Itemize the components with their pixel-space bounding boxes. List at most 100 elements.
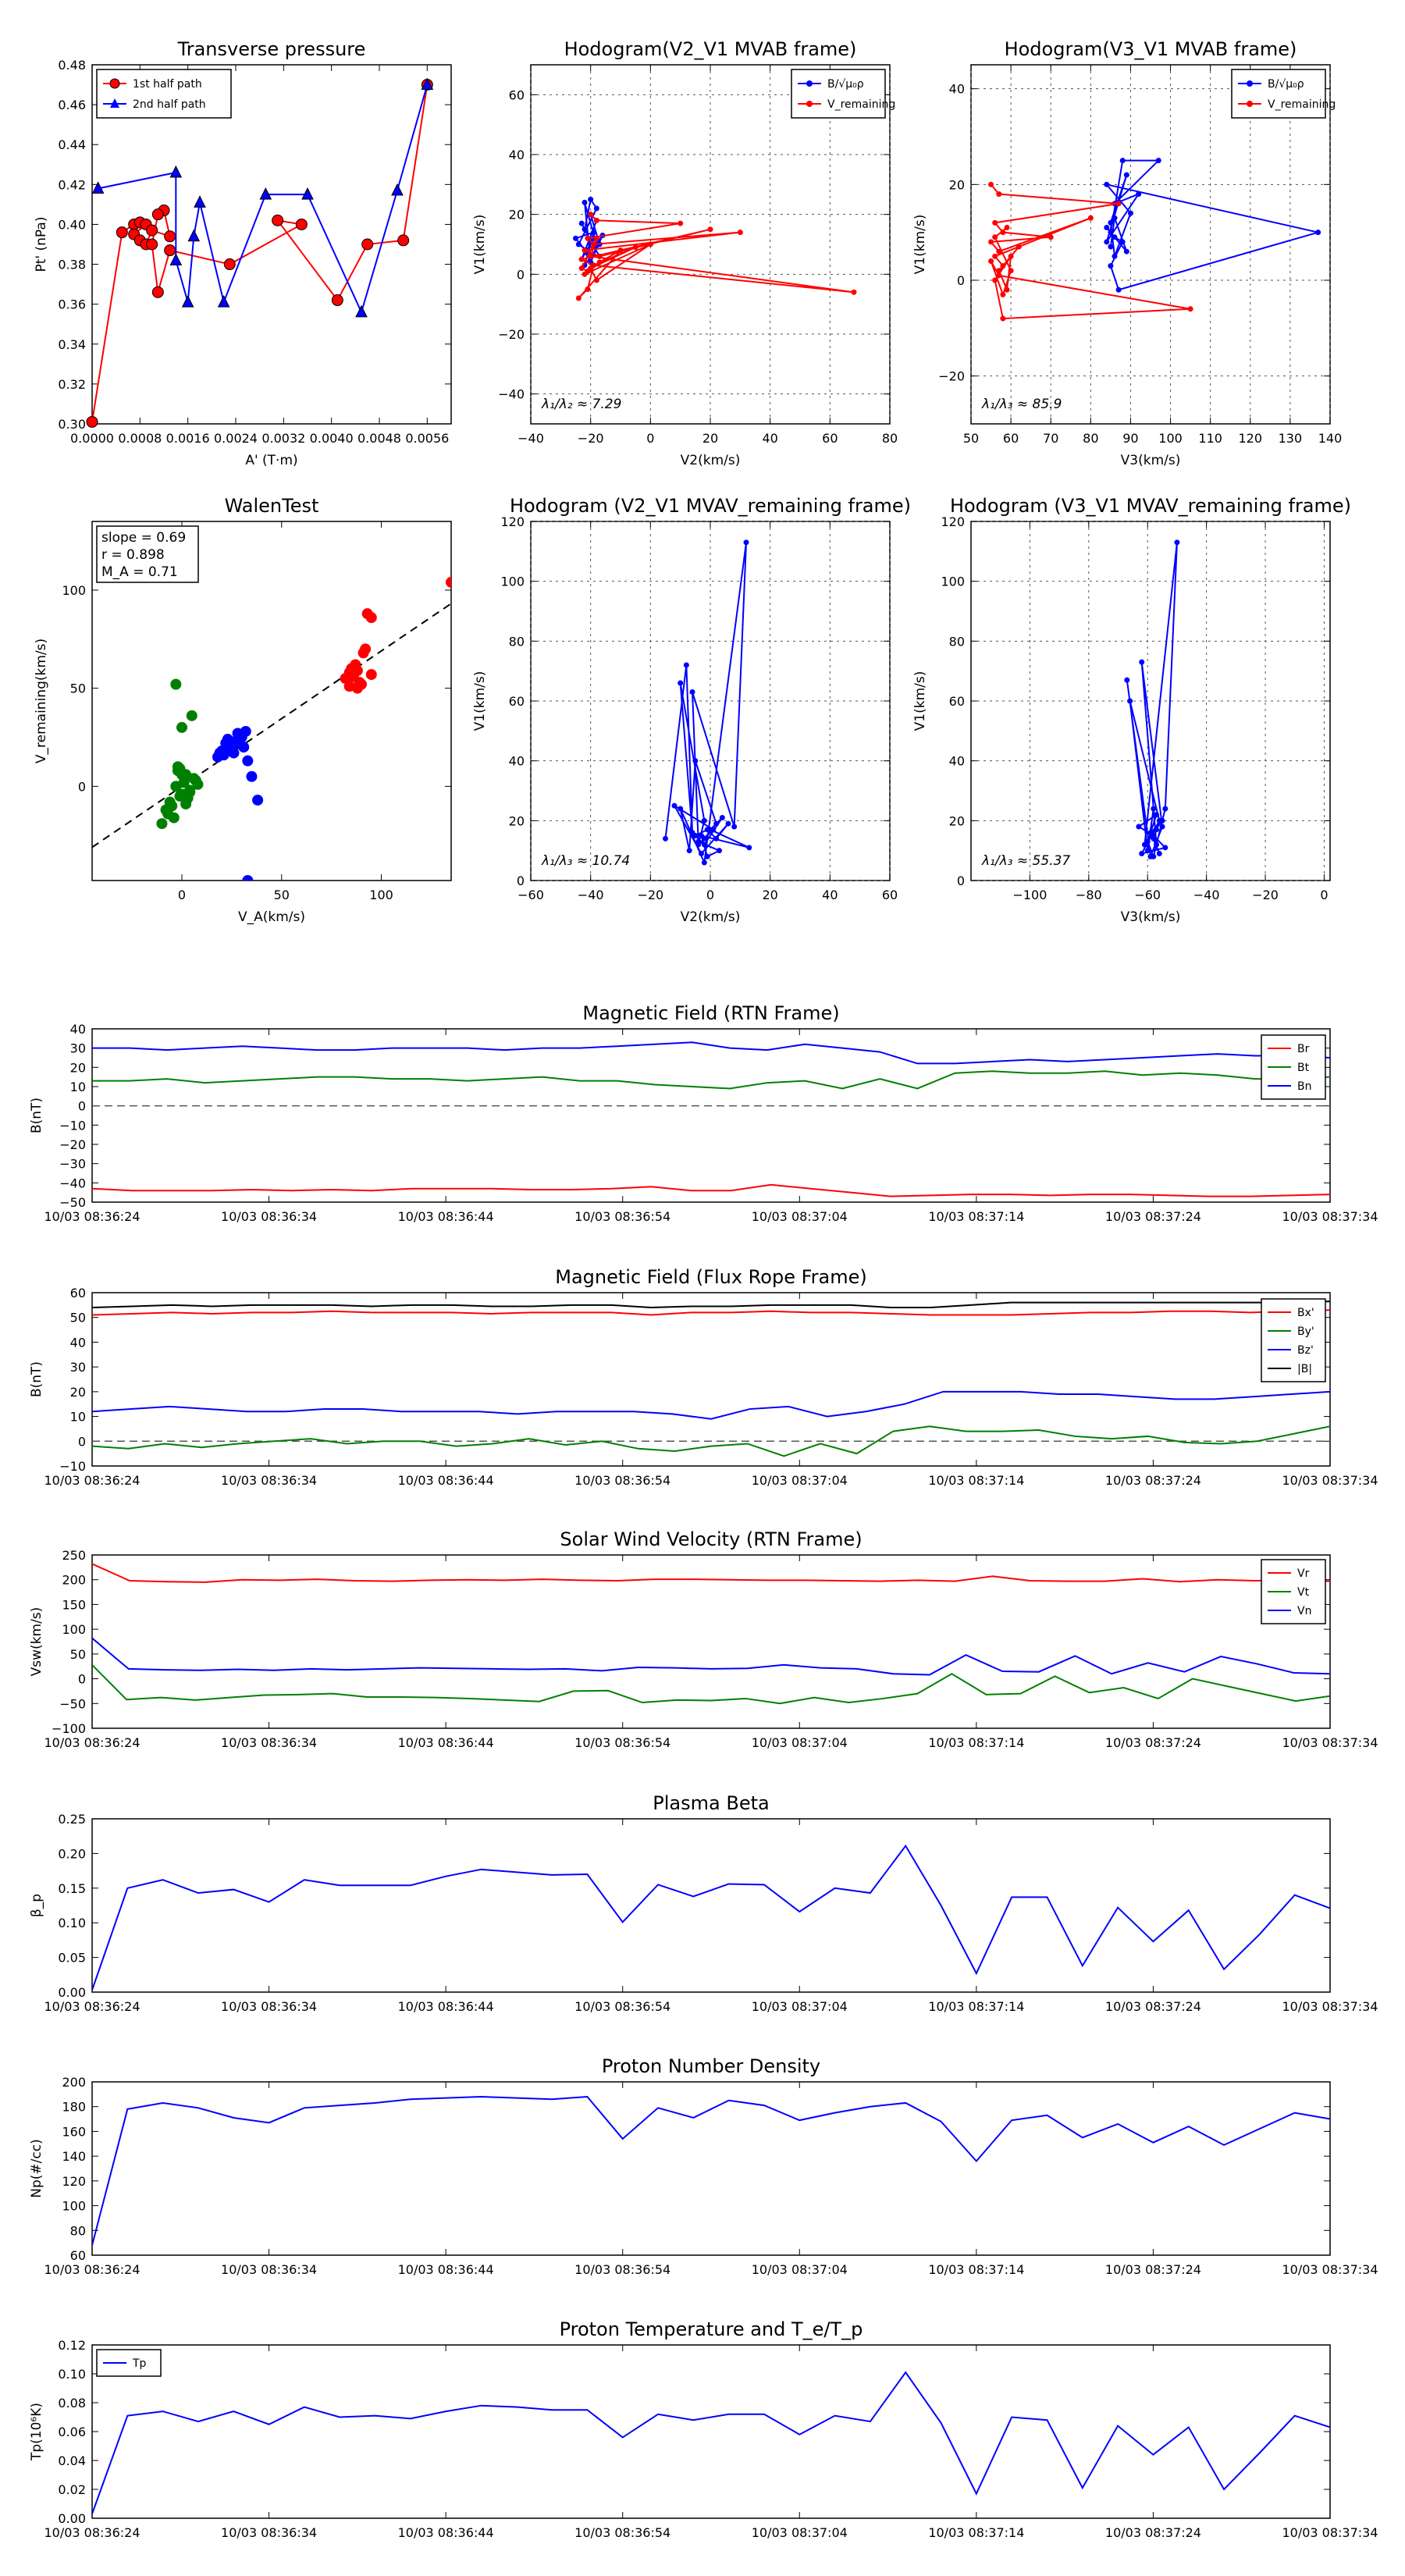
hodo_v2v1_mvab-point [593,235,599,241]
np-xtick-label: 10/03 08:36:44 [398,2262,494,2277]
beta-title: Plasma Beta [653,1792,769,1814]
walen-point [354,677,365,688]
hodo_v3v1_mvab-legend-marker [1247,101,1253,107]
hodo_v2v1_mvav-ytick-label: 120 [500,514,525,529]
tp-ytick-label: 0.04 [58,2453,86,2468]
hodo_v3v1_mvab-point [996,248,1002,254]
vsw_rtn-legend-label: Vt [1297,1586,1310,1599]
hodo_v3v1_mvav-point [1124,677,1130,683]
np-ytick-label: 80 [70,2223,86,2238]
hodo_v3v1_mvab-point [1108,263,1114,269]
mag_rtn-xtick-label: 10/03 08:36:54 [574,1209,670,1224]
pt_vs_a-point [301,187,314,200]
hodo_v3v1_mvav-ytick-label: 100 [941,575,965,589]
hodo_v2v1_mvab-point [591,262,596,269]
hodo_v2v1_mvab-ylabel: V1(km/s) [472,215,488,275]
walen-point [162,808,174,820]
hodo_v2v1_mvab-point [575,295,582,301]
pt_vs_a-ytick-label: 0.42 [58,177,86,192]
hodo_v3v1_mvab-point [1155,158,1161,164]
mag_rtn-series-Br-line [92,1183,1330,1197]
pt_vs_a-ytick-label: 0.30 [58,417,86,432]
pt_vs_a-point [181,294,194,308]
hodo_v2v1_mvab-xtick-label: 0 [646,431,654,446]
walen-stat: M_A = 0.71 [101,564,178,580]
hodo_v3v1_mvav-xtick-label: −40 [1193,888,1220,902]
pt_vs_a-point [169,165,183,178]
beta-ytick-label: 0.25 [58,1812,86,1827]
vsw_rtn-series-Vt-line [92,1664,1330,1705]
pt_vs_a-point [217,294,230,308]
walen-stat: slope = 0.69 [101,530,186,546]
vsw_rtn-xtick-label: 10/03 08:37:04 [752,1735,848,1750]
hodo_v2v1_mvab-point [593,205,599,212]
pt_vs_a-ylabel: Pt' (nPa) [34,217,49,272]
beta-ytick-label: 0.15 [58,1881,86,1896]
hodo_v2v1_mvab-xtick-label: 80 [882,431,898,446]
hodo_v2v1_mvab-ytick-label: −20 [498,327,525,342]
pt_vs_a-xtick-label: 0.0032 [261,431,305,446]
hodo_v3v1_mvav-xtick-label: −100 [1012,888,1047,902]
pt_vs_a-point [116,226,128,239]
hodo_v3v1_mvab-point [992,219,998,226]
np-xtick-label: 10/03 08:36:24 [44,2262,140,2277]
walen-point [242,875,254,881]
walen-point [184,786,196,798]
hodo_v3v1_mvab-xtick-label: 120 [1239,431,1263,446]
hodo_v3v1_mvav-title: Hodogram (V3_V1 MVAV_remaining frame) [950,495,1351,517]
hodo_v2v1_mvav-point [678,680,684,686]
hodo_v2v1_mvav-point [699,851,704,856]
walen-point [351,665,363,677]
hodo_v2v1_mvab-ytick-label: 20 [509,208,525,222]
walen-xtick-label: 100 [369,888,393,902]
hodo_v3v1_mvav-xtick-label: −60 [1134,888,1161,902]
pt_vs_a-point [331,294,343,307]
hodo_v3v1_mvav-ytick-label: 120 [941,514,965,529]
hodo_v2v1_mvab-point [588,253,594,259]
hodo_v3v1_mvav-point [1154,812,1160,818]
mag_rtn-legend-label: Br [1297,1043,1310,1055]
walen-point [357,647,369,659]
hodo_v2v1_mvav-point [725,820,731,827]
hodo_v2v1_mvab-point [585,235,591,241]
beta-xtick-label: 10/03 08:36:54 [574,1999,670,2014]
hodo_v2v1_mvab-title: Hodogram(V2_V1 MVAB frame) [564,38,857,60]
np-xtick-label: 10/03 08:37:24 [1105,2262,1201,2277]
walen-point [365,669,377,681]
beta-xtick-label: 10/03 08:36:34 [221,1999,317,2014]
vsw_rtn-ytick-label: 50 [70,1647,86,1662]
hodo_v2v1_mvav-ytick-label: 80 [509,634,525,649]
mag_fr-ytick-label: 0 [78,1434,86,1449]
hodo_v3v1_mvab-xtick-label: 110 [1198,431,1222,446]
beta-ylabel: β_p [29,1894,44,1917]
pt_vs_a-series-1-line [98,84,429,315]
vsw_rtn-ylabel: Vsw(km/s) [29,1607,44,1677]
hodo_v3v1_mvab-point [1000,229,1006,236]
hodo_v2v1_mvab-point [582,226,588,233]
beta-xtick-label: 10/03 08:36:44 [398,1999,494,2014]
mag_rtn-series-Bn-line [92,1041,1330,1065]
mag_fr-ytick-label: 40 [70,1335,86,1350]
hodo_v3v1_mvab-xtick-label: 70 [1043,431,1058,446]
hodo_v2v1_mvab-legend-label: V_remaining [827,98,895,111]
hodo_v3v1_mvav-point [1141,841,1147,848]
mag_rtn-xtick-label: 10/03 08:37:04 [752,1209,848,1224]
hodo_v2v1_mvab-point [591,229,596,236]
hodo_v2v1_mvav-xlabel: V2(km/s) [681,909,741,925]
hodo_v2v1_mvav-point [701,841,707,848]
pt_vs_a-legend-label: 2nd half path [133,98,206,111]
hodo_v3v1_mvab-point [1004,225,1010,231]
hodo_v2v1_mvav-xtick-label: −60 [518,888,544,902]
hodo_v3v1_mvab-ytick-label: −20 [938,369,965,384]
pt_vs_a-point [164,244,176,257]
pt_vs_a-point [259,187,272,200]
pt_vs_a-xtick-label: 0.0040 [310,431,354,446]
hodo_v3v1_mvav-xtick-label: −20 [1252,888,1279,902]
tp-xtick-label: 10/03 08:37:14 [928,2525,1024,2540]
beta-ytick-label: 0.10 [58,1916,86,1930]
pt_vs_a-point [361,238,374,251]
hodo_v2v1_mvav-point [671,802,678,809]
hodo_v3v1_mvab-ytick-label: 20 [949,177,965,192]
hodo_v2v1_mvab-point [588,212,594,218]
tp-xtick-label: 10/03 08:37:34 [1282,2525,1378,2540]
